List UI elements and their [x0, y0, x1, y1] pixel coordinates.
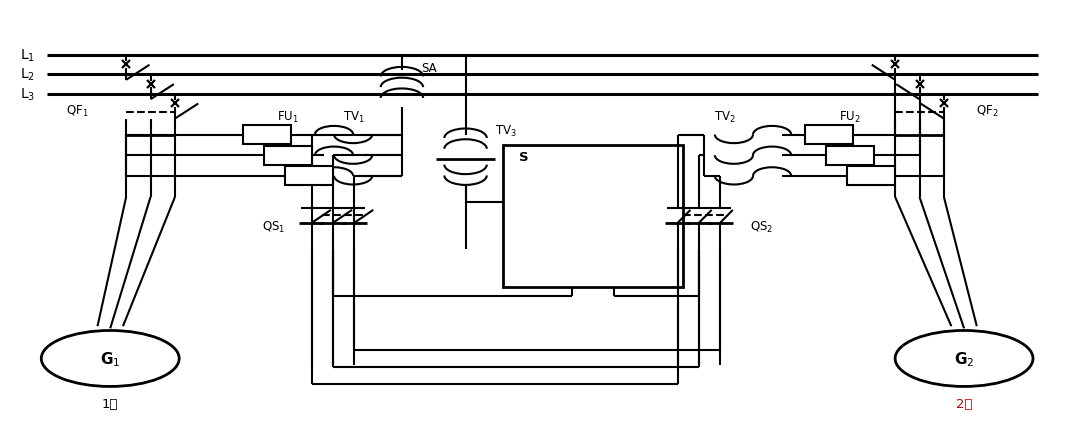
Text: L$_3$: L$_3$ [20, 86, 35, 102]
Bar [285, 167, 332, 186]
Text: 2号: 2号 [956, 397, 973, 410]
Text: TV$_1$: TV$_1$ [343, 110, 366, 125]
Bar [264, 146, 312, 165]
Text: L$_2$: L$_2$ [20, 67, 35, 83]
Text: 1号: 1号 [102, 397, 119, 410]
Text: G$_2$: G$_2$ [954, 350, 974, 368]
Text: FU$_2$: FU$_2$ [839, 110, 861, 125]
Text: QS$_1$: QS$_1$ [262, 219, 285, 234]
Text: S: S [518, 150, 528, 163]
Bar [502, 146, 683, 288]
Bar [243, 126, 291, 145]
Text: TV$_2$: TV$_2$ [714, 110, 737, 125]
Text: TV$_3$: TV$_3$ [495, 124, 517, 138]
Bar [805, 126, 853, 145]
Text: G$_1$: G$_1$ [100, 350, 121, 368]
Text: SA: SA [421, 62, 436, 75]
Bar [848, 167, 895, 186]
Text: L$_1$: L$_1$ [20, 48, 35, 64]
Text: QS$_2$: QS$_2$ [749, 219, 773, 234]
Text: QF$_2$: QF$_2$ [976, 104, 998, 119]
Text: QF$_1$: QF$_1$ [66, 104, 89, 119]
Bar [826, 146, 874, 165]
Text: FU$_1$: FU$_1$ [277, 110, 299, 125]
